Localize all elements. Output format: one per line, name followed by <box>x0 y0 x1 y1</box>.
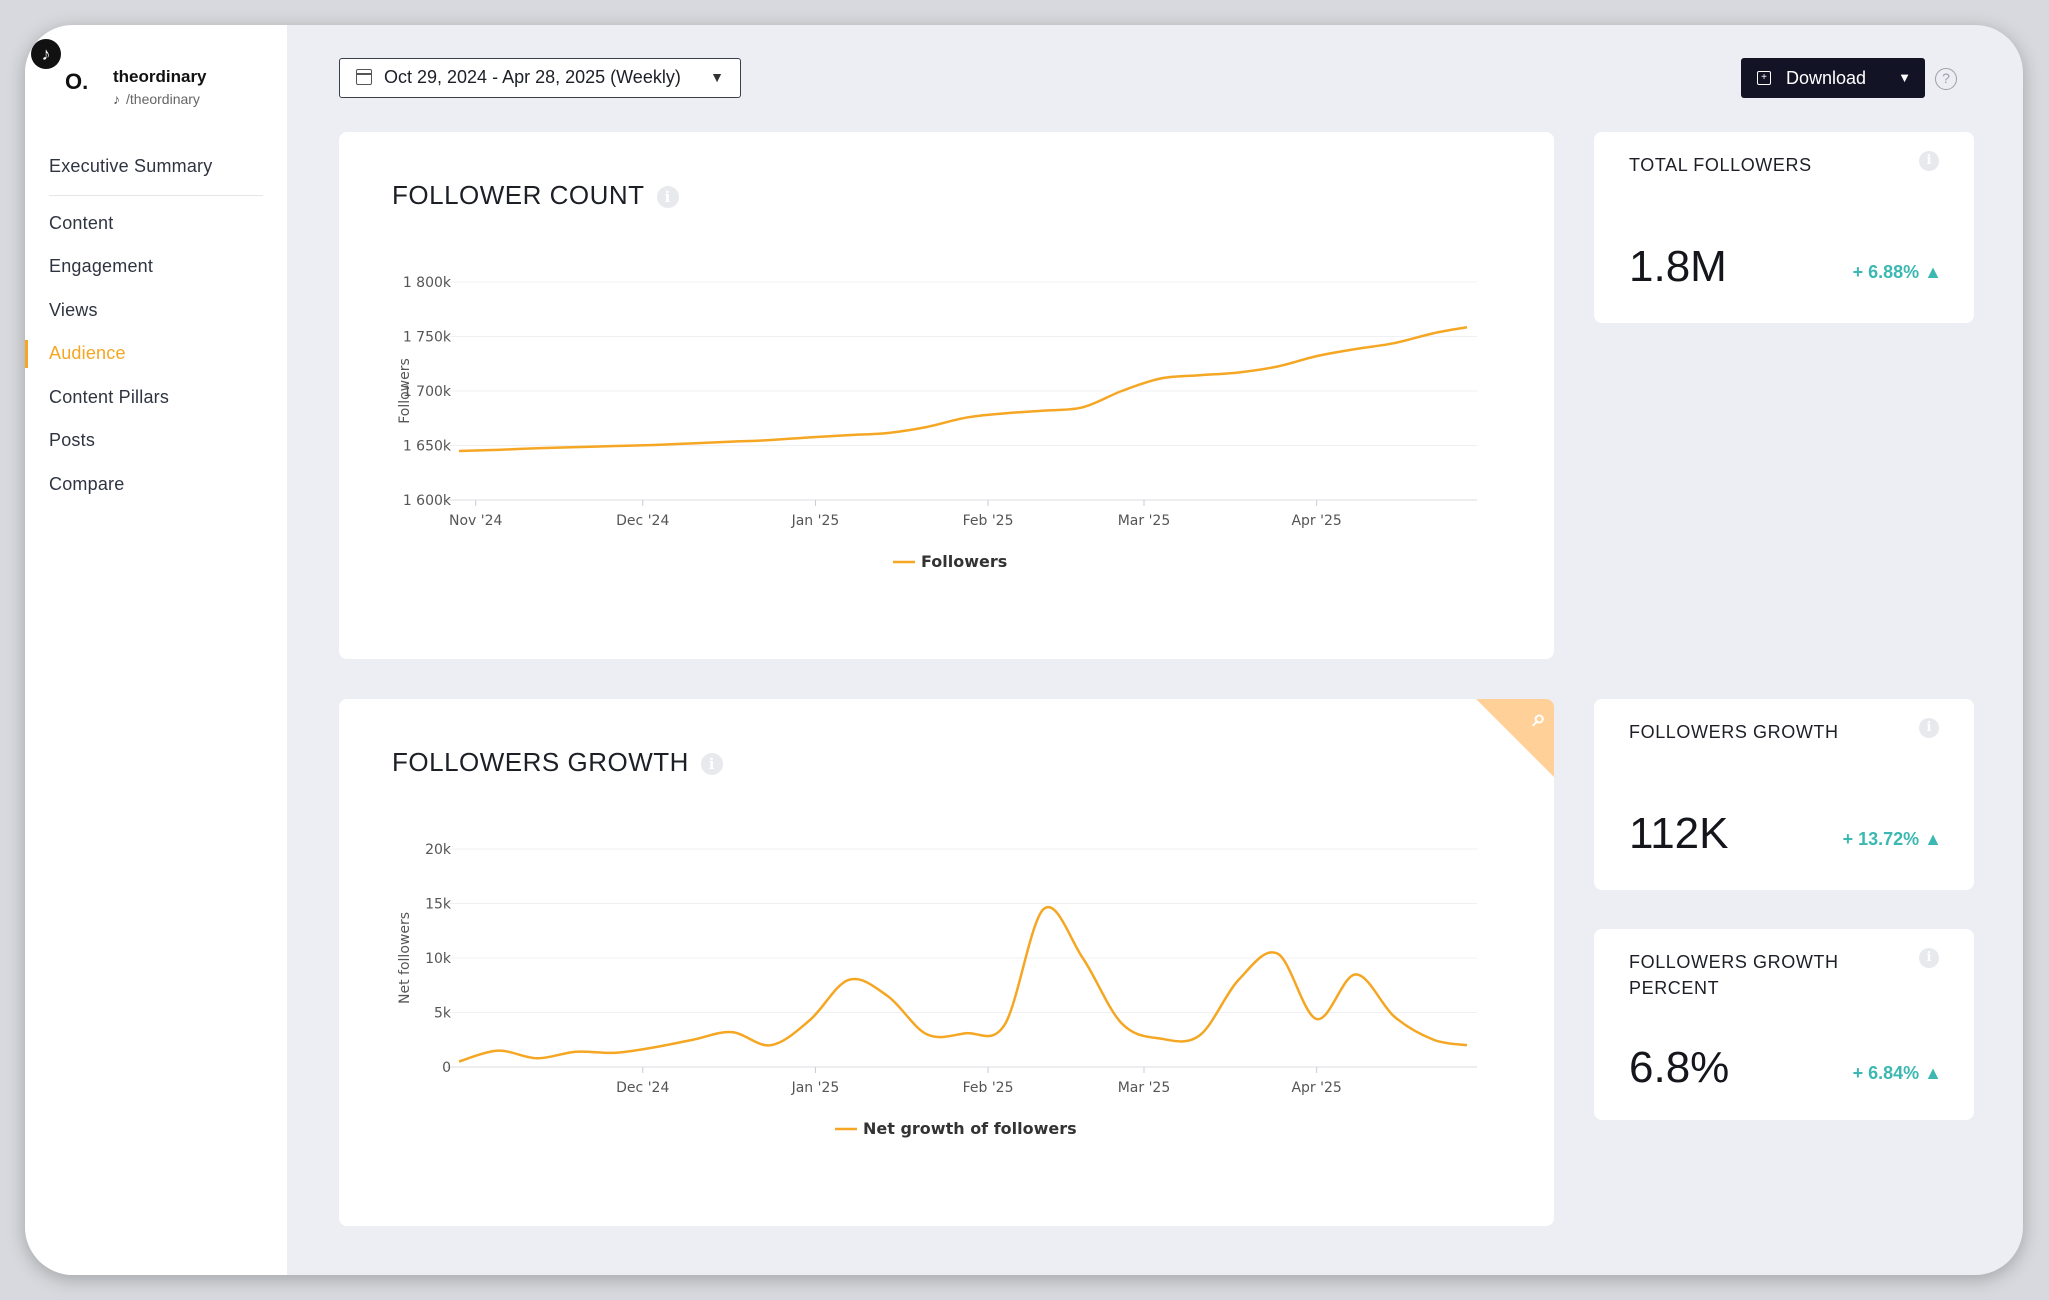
series-line <box>458 905 1468 1063</box>
sidebar-item-engagement[interactable]: Engagement <box>49 256 154 276</box>
brand-handle: ♪ /theordinary <box>113 91 200 107</box>
x-tick-label: Dec '24 <box>616 1080 669 1096</box>
kpi-label: FOLLOWERS GROWTH PERCENT <box>1629 952 1839 998</box>
nav-divider <box>49 194 263 196</box>
download-label: Download <box>1786 68 1867 88</box>
x-tick-label: Feb '25 <box>963 513 1014 529</box>
zoom-corner[interactable] <box>1476 699 1554 777</box>
info-icon[interactable]: i <box>656 186 679 209</box>
sidebar-item-views[interactable]: Views <box>49 299 98 320</box>
download-icon: + <box>1757 71 1771 85</box>
kpi-value: 1.8M <box>1629 242 1727 291</box>
y-tick-label: 1 650k <box>403 439 452 455</box>
y-tick-label: 1 600k <box>403 493 452 509</box>
followers-growth-chart: 0 5k 10k 15k 20k Net followers Dec '24 Jan '25 F… <box>397 842 1477 1138</box>
help-icon[interactable]: ? <box>1935 68 1957 90</box>
y-tick-label: 5k <box>434 1006 452 1022</box>
sidebar: ♪ O. theordinary ♪ /theordinary Executive… <box>25 25 287 1275</box>
date-range-picker[interactable]: Oct 29, 2024 - Apr 28, 2025 (Weekly) ▼ <box>339 58 741 98</box>
download-dropdown-icon[interactable]: ▼ <box>1898 70 1911 85</box>
x-tick-label: Jan '25 <box>791 513 840 529</box>
y-tick-label: 0 <box>442 1060 451 1076</box>
x-tick-label: Dec '24 <box>616 513 669 529</box>
y-tick-label: 1 750k <box>403 330 452 346</box>
sidebar-item-executive-summary[interactable]: Executive Summary <box>49 156 213 176</box>
kpi-delta: + 6.84% ▲ <box>1852 1063 1942 1083</box>
kpi-card-followers-growth: FOLLOWERS GROWTH i 112K + 13.72% ▲ <box>1594 699 1974 890</box>
x-tick-label: Jan '25 <box>791 1080 840 1096</box>
y-tick-label: 15k <box>425 897 452 913</box>
brand-avatar: O. <box>65 69 89 94</box>
chevron-down-icon: ▼ <box>710 69 724 85</box>
y-tick-label: 20k <box>425 842 452 858</box>
kpi-value: 6.8% <box>1629 1043 1730 1092</box>
brand-block[interactable]: ♪ O. theordinary ♪ /theordinary <box>31 39 281 109</box>
kpi-card-followers-growth-percent: FOLLOWERS GROWTH PERCENT i 6.8% + 6.84% … <box>1594 929 1974 1120</box>
sidebar-item-content[interactable]: Content <box>49 212 114 233</box>
tiktok-small-icon: ♪ <box>113 91 120 107</box>
followers-growth-title: FOLLOWERS GROWTH i <box>392 747 723 778</box>
info-icon[interactable]: i <box>700 753 723 776</box>
app-window: ♪ O. theordinary ♪ /theordinary Executive… <box>25 25 2023 1275</box>
kpi-card-total-followers: TOTAL FOLLOWERS i 1.8M + 6.88% ▲ <box>1594 132 1974 323</box>
follower-count-card: 1 600k 1 650k 1 700k 1 750k 1 800k Followers N… <box>339 132 1554 659</box>
kpi-value: 112K <box>1629 809 1729 858</box>
calendar-icon <box>356 69 372 85</box>
info-icon[interactable]: i <box>1919 948 1939 968</box>
sidebar-item-audience[interactable]: Audience <box>25 332 287 376</box>
x-tick-label: Apr '25 <box>1291 513 1341 529</box>
y-tick-label: 1 800k <box>403 275 452 291</box>
y-tick-label: 1 700k <box>403 384 452 400</box>
y-axis-label: Followers <box>397 358 413 424</box>
x-tick-label: Mar '25 <box>1118 513 1171 529</box>
y-axis-label: Net followers <box>397 912 413 1004</box>
series-line <box>458 326 1468 453</box>
sidebar-item-posts[interactable]: Posts <box>49 430 96 450</box>
legend-label: Net growth of followers <box>863 1119 1077 1138</box>
legend-label: Followers <box>921 552 1007 571</box>
kpi-delta: + 6.88% ▲ <box>1852 262 1942 282</box>
info-icon[interactable]: i <box>1919 151 1939 171</box>
info-icon[interactable]: i <box>1919 718 1939 738</box>
tiktok-icon: ♪ <box>31 39 61 69</box>
x-tick-label: Apr '25 <box>1291 1080 1341 1096</box>
x-tick-label: Mar '25 <box>1118 1080 1171 1096</box>
kpi-delta: + 13.72% ▲ <box>1842 829 1942 849</box>
search-icon[interactable]: ⌕ <box>1532 705 1546 732</box>
y-tick-label: 10k <box>425 951 452 967</box>
kpi-label: FOLLOWERS GROWTH <box>1629 722 1839 742</box>
kpi-label: TOTAL FOLLOWERS <box>1629 155 1812 175</box>
x-tick-label: Nov '24 <box>449 513 503 529</box>
sidebar-item-content-pillars[interactable]: Content Pillars <box>49 386 170 407</box>
followers-growth-title-text: FOLLOWERS GROWTH <box>392 747 689 777</box>
date-range-text: Oct 29, 2024 - Apr 28, 2025 (Weekly) <box>384 67 681 87</box>
follower-count-title-text: FOLLOWER COUNT <box>392 180 645 210</box>
follower-count-chart: 1 600k 1 650k 1 700k 1 750k 1 800k Followers N… <box>397 275 1477 571</box>
brand-name: theordinary <box>113 67 207 86</box>
x-tick-label: Feb '25 <box>963 1080 1014 1096</box>
sidebar-item-compare[interactable]: Compare <box>49 473 125 494</box>
followers-growth-card: 0 5k 10k 15k 20k Net followers Dec '24 Jan '25 F… <box>339 699 1554 1226</box>
brand-handle-text: /theordinary <box>126 91 200 107</box>
download-button[interactable]: + Download ▼ <box>1741 58 1925 98</box>
follower-count-title: FOLLOWER COUNT i <box>392 180 679 211</box>
sidebar-nav: Executive Summary Content Engagement Vie… <box>25 145 287 506</box>
